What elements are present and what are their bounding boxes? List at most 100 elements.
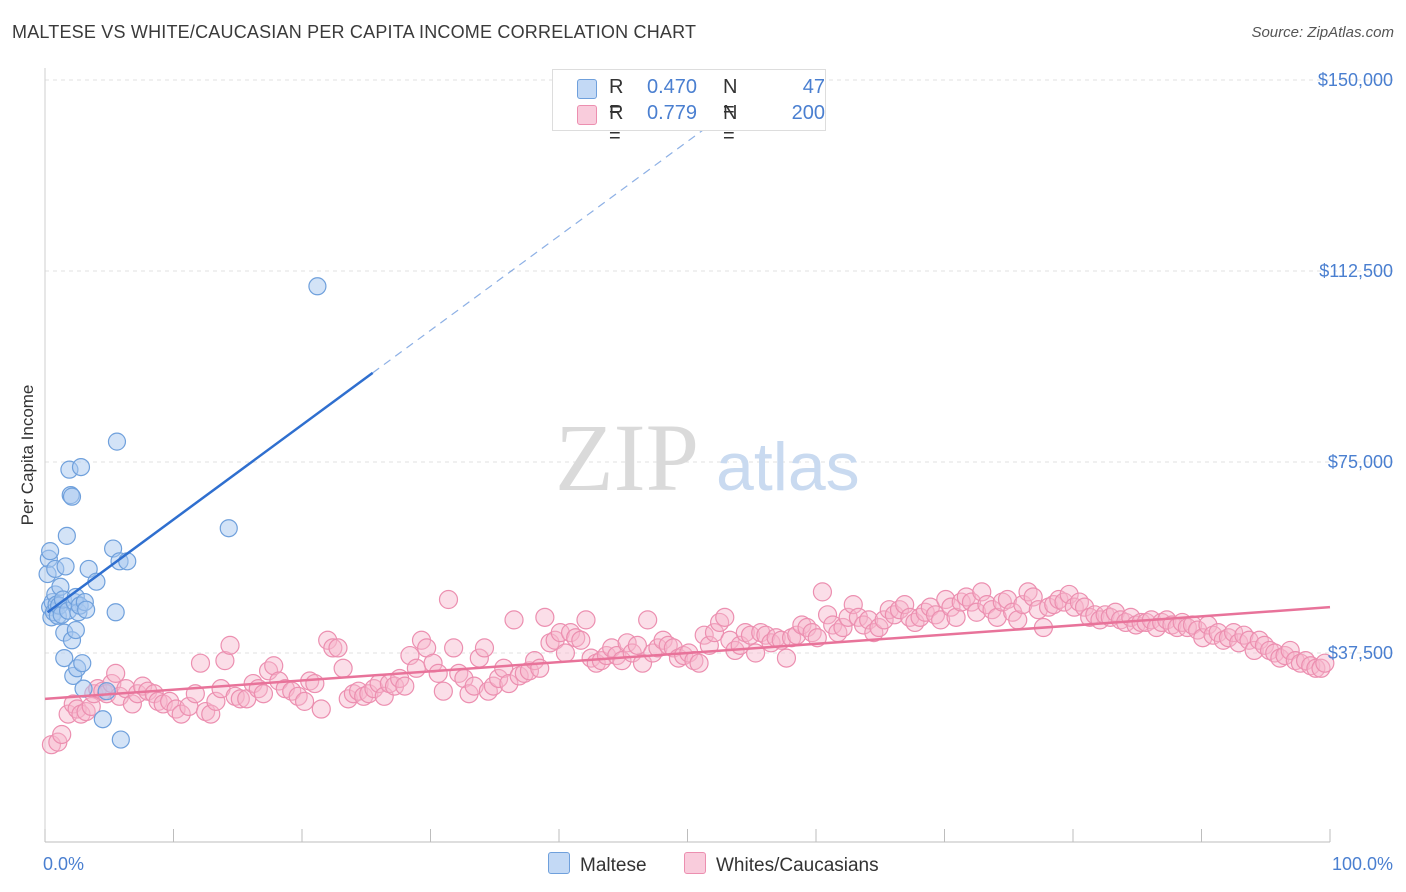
data-point-whites bbox=[997, 589, 1018, 610]
data-point-whites bbox=[258, 661, 279, 681]
x-tick-label: 0.0% bbox=[43, 854, 84, 874]
data-point-whites bbox=[895, 595, 915, 615]
data-point-whites bbox=[1311, 658, 1331, 678]
data-point-whites bbox=[1306, 658, 1326, 678]
gridlines bbox=[45, 79, 1395, 654]
data-point-whites bbox=[987, 607, 1007, 627]
data-point-whites bbox=[499, 673, 519, 694]
data-point-whites bbox=[253, 684, 274, 704]
data-point-whites bbox=[444, 638, 464, 658]
data-point-whites bbox=[571, 630, 591, 650]
data-point-whites bbox=[311, 699, 331, 719]
legend-r-value: 0.470 bbox=[647, 76, 698, 98]
data-point-whites bbox=[1234, 625, 1254, 645]
data-point-whites bbox=[1136, 612, 1156, 633]
data-point-whites bbox=[1013, 595, 1033, 615]
data-point-whites bbox=[1270, 648, 1290, 668]
data-point-whites bbox=[704, 623, 725, 643]
data-point-whites bbox=[689, 653, 709, 673]
legend-r-label: R = bbox=[609, 76, 624, 121]
data-point-whites bbox=[925, 605, 946, 625]
data-point-whites bbox=[148, 691, 168, 711]
data-point-whites bbox=[941, 597, 961, 617]
data-point-whites bbox=[792, 615, 812, 635]
data-point-maltese bbox=[57, 526, 76, 545]
data-point-whites bbox=[333, 658, 353, 678]
data-point-whites bbox=[374, 686, 394, 706]
data-point-whites bbox=[632, 653, 653, 673]
data-point-whites bbox=[961, 592, 982, 612]
y-tick-labels: $37,500 $75,000 $112,500 $150,000 bbox=[1318, 70, 1393, 663]
data-point-whites bbox=[305, 673, 325, 694]
data-point-whites bbox=[1064, 597, 1084, 617]
data-point-whites bbox=[489, 668, 509, 689]
legend-swatch-maltese bbox=[577, 79, 597, 99]
data-point-whites bbox=[910, 607, 930, 627]
data-point-whites bbox=[71, 704, 91, 724]
data-point-whites bbox=[1049, 589, 1069, 610]
trend-line-maltese bbox=[46, 371, 374, 614]
data-point-whites bbox=[1018, 582, 1038, 602]
data-point-whites bbox=[1260, 640, 1280, 661]
data-point-whites bbox=[1038, 597, 1059, 617]
data-point-whites bbox=[438, 589, 459, 610]
data-point-whites bbox=[433, 681, 453, 701]
bottom-legend-swatch-whites bbox=[684, 852, 706, 874]
data-point-whites bbox=[406, 658, 426, 678]
x-tick-labels: 0.0% 100.0% bbox=[43, 854, 1393, 874]
data-point-maltese bbox=[107, 432, 127, 451]
data-point-whites bbox=[627, 635, 647, 655]
data-point-whites bbox=[190, 653, 211, 673]
bottom-legend-swatch-maltese bbox=[548, 852, 570, 874]
data-point-whites bbox=[1280, 640, 1300, 661]
data-point-whites bbox=[474, 638, 495, 658]
data-point-whites bbox=[1315, 653, 1335, 673]
data-point-maltese bbox=[62, 487, 82, 506]
data-point-whites bbox=[323, 638, 343, 658]
data-point-whites bbox=[1244, 640, 1264, 661]
data-point-whites bbox=[215, 651, 235, 671]
data-point-whites bbox=[264, 656, 284, 676]
data-point-maltese bbox=[55, 648, 74, 668]
data-point-whites bbox=[889, 600, 910, 620]
watermark: ZIP atlas bbox=[555, 404, 860, 511]
data-point-whites bbox=[797, 617, 817, 638]
data-point-whites bbox=[338, 689, 358, 709]
data-point-whites bbox=[776, 648, 797, 668]
data-point-whites bbox=[699, 635, 719, 655]
y-tick-label: $75,000 bbox=[1328, 452, 1393, 472]
data-point-whites bbox=[735, 623, 755, 643]
data-point-whites bbox=[643, 643, 663, 663]
data-point-whites bbox=[576, 610, 596, 630]
data-point-whites bbox=[972, 582, 992, 602]
legend-n-value: 200 bbox=[791, 102, 825, 124]
data-point-whites bbox=[52, 724, 72, 745]
data-point-whites bbox=[977, 595, 997, 615]
data-point-whites bbox=[859, 610, 879, 630]
data-point-whites bbox=[1239, 630, 1259, 650]
data-point-whites bbox=[1285, 651, 1305, 671]
data-point-whites bbox=[900, 607, 920, 627]
data-point-whites bbox=[1074, 597, 1095, 617]
data-point-whites bbox=[1218, 628, 1239, 648]
data-point-whites bbox=[1023, 587, 1043, 607]
data-point-maltese bbox=[77, 600, 96, 619]
data-point-whites bbox=[853, 615, 874, 635]
watermark-atlas: atlas bbox=[716, 429, 860, 505]
data-point-whites bbox=[509, 666, 529, 686]
data-point-whites bbox=[838, 607, 858, 627]
data-point-whites bbox=[395, 676, 415, 696]
data-point-whites bbox=[802, 623, 822, 643]
source-credit: Source: ZipAtlas.com bbox=[1251, 24, 1394, 41]
data-point-whites bbox=[76, 701, 96, 722]
legend-r-value: 0.779 bbox=[647, 102, 698, 124]
data-point-whites bbox=[294, 691, 315, 711]
data-point-maltese bbox=[73, 654, 92, 673]
data-point-whites bbox=[1295, 651, 1316, 671]
data-point-whites bbox=[494, 658, 514, 678]
trend-lines bbox=[44, 112, 1331, 701]
chart-title: MALTESE VS WHITE/CAUCASIAN PER CAPITA IN… bbox=[12, 22, 697, 42]
data-point-maltese bbox=[118, 552, 137, 571]
data-point-whites bbox=[1249, 630, 1269, 650]
data-point-whites bbox=[1213, 630, 1233, 650]
